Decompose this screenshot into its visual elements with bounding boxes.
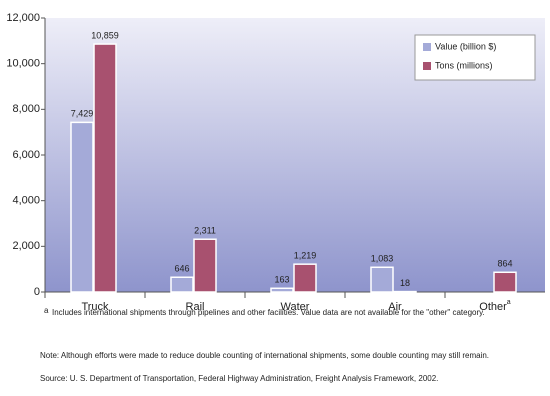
bar [270,287,294,293]
bar [170,276,194,293]
x-tick-label: Truck [81,301,109,313]
value-label: 2,311 [194,226,216,236]
legend-box [414,34,536,81]
value-label: 1,219 [294,251,317,261]
value-label: 864 [497,259,512,269]
y-tick-label: 8,000 [12,103,40,115]
x-tick-label: Rail [186,301,205,313]
source: Source: U. S. Department of Transportati… [40,374,438,383]
category-name: Truck [81,301,109,313]
footnote-marker: a [507,299,511,306]
bar [93,43,117,293]
value-label: 1,083 [371,254,394,264]
value-label: 646 [174,264,189,274]
bar [493,271,517,293]
footnote: Includes international shipments through… [52,308,485,317]
bar [293,263,317,293]
bar [370,266,394,293]
bar [193,238,217,293]
legend-label: Tons (millions) [435,60,493,70]
value-label: 7,429 [71,109,94,119]
note: Note: Although efforts were made to redu… [40,351,489,360]
value-label: 163 [274,275,289,285]
y-tick-label: 10,000 [6,58,40,70]
category-name: Water [281,301,310,313]
bar [70,121,94,293]
category-name: Rail [186,301,205,313]
value-label: 10,859 [91,30,119,40]
y-tick-label: 6,000 [12,149,40,161]
y-tick-label: 4,000 [12,195,40,207]
x-tick-label: Othera [479,299,511,313]
y-tick-label: 12,000 [6,12,40,24]
y-tick-label: 0 [34,286,40,298]
y-tick-label: 2,000 [12,240,40,252]
x-tick-label: Water [281,301,310,313]
category-name: Other [479,301,507,313]
legend-swatch [423,43,431,51]
footnote-marker: a [44,306,49,315]
legend-label: Value (billion $) [435,41,496,51]
value-label: 18 [400,278,410,288]
legend-swatch [423,62,431,70]
category-name: Air [388,301,402,313]
x-tick-label: Air [388,301,402,313]
